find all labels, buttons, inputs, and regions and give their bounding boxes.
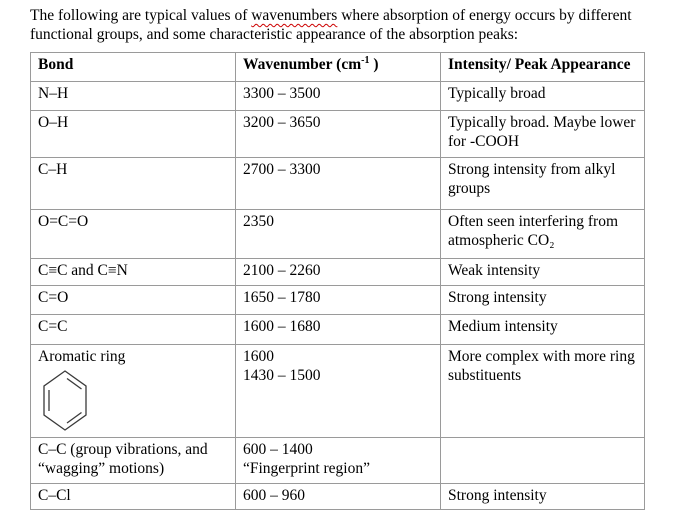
intro-text-part2: where absorption of energy occurs by dif…	[30, 7, 632, 43]
table-row: C–H 2700 – 3300 Strong intensity from al…	[30, 156, 645, 210]
wavenumber-cell: 3300 – 3500	[235, 80, 441, 111]
bond-cell: O=C=O	[30, 208, 236, 259]
intro-text-part1: The following are typical values of	[30, 7, 252, 24]
wavenumber-cell: 600 – 960	[235, 482, 441, 510]
bond-label: Aromatic ring	[38, 347, 126, 365]
misspelled-word: wavenumbers	[251, 7, 338, 24]
intensity-cell: Often seen interfering from atmospheric …	[440, 208, 645, 259]
wavenumber-header-close: )	[369, 55, 379, 73]
wavenumber-cell: 1600 – 1680	[235, 313, 441, 345]
table-row: N–H 3300 – 3500 Typically broad	[30, 80, 645, 111]
wavenumber-cell: 2100 – 2260	[235, 257, 441, 286]
bond-cell: N–H	[30, 80, 236, 111]
table-row: C=C 1600 – 1680 Medium intensity	[30, 313, 645, 345]
wavenumber-header-superscript: -1	[361, 54, 370, 66]
intensity-cell: Strong intensity	[440, 482, 645, 510]
wavenumber-cell: 3200 – 3650	[235, 109, 441, 158]
table-row: C≡C and C≡N 2100 – 2260 Weak intensity	[30, 257, 645, 286]
absorption-table: Bond Wavenumber (cm-1 ) Intensity/ Peak …	[30, 51, 645, 510]
bond-cell: C–C (group vibrations, and “wagging” mot…	[30, 436, 236, 484]
table-row: O–H 3200 – 3650 Typically broad. Maybe l…	[30, 109, 645, 158]
column-header-intensity: Intensity/ Peak Appearance	[440, 51, 645, 82]
wavenumber-cell: 1600 1430 – 1500	[235, 343, 441, 438]
bond-cell: C≡C and C≡N	[30, 257, 236, 286]
bond-cell: O–H	[30, 109, 236, 158]
wavenumber-header-text: Wavenumber (cm	[243, 55, 362, 73]
intensity-cell	[440, 436, 645, 484]
intensity-cell: Strong intensity	[440, 284, 645, 315]
table-row: C=O 1650 – 1780 Strong intensity	[30, 284, 645, 315]
bond-cell: C–Cl	[30, 482, 236, 510]
table-row: O=C=O 2350 Often seen interfering from a…	[30, 208, 645, 259]
column-header-wavenumber: Wavenumber (cm-1 )	[235, 51, 441, 82]
header-row: Bond Wavenumber (cm-1 ) Intensity/ Peak …	[30, 51, 645, 82]
table-row: Aromatic ring 1600 1430 – 1500 More comp…	[30, 343, 645, 438]
intensity-cell: Strong intensity from alkyl groups	[440, 156, 645, 210]
wavenumber-cell: 2700 – 3300	[235, 156, 441, 210]
bond-cell: C–H	[30, 156, 236, 210]
wavenumber-cell: 1650 – 1780	[235, 284, 441, 315]
column-header-bond: Bond	[30, 51, 236, 82]
intensity-cell: More complex with more ring substituents	[440, 343, 645, 438]
table-row: C–Cl 600 – 960 Strong intensity	[30, 482, 645, 510]
bond-cell: C=C	[30, 313, 236, 345]
intensity-cell: Weak intensity	[440, 257, 645, 286]
wavenumber-cell: 600 – 1400 “Fingerprint region”	[235, 436, 441, 484]
benzene-ring-icon	[43, 370, 87, 431]
intensity-cell: Typically broad. Maybe lower for -COOH	[440, 109, 645, 158]
intensity-cell: Medium intensity	[440, 313, 645, 345]
bond-cell: Aromatic ring	[30, 343, 236, 438]
intensity-cell: Typically broad	[440, 80, 645, 111]
bond-cell: C=O	[30, 284, 236, 315]
intro-paragraph: The following are typical values of wave…	[30, 7, 678, 45]
table-row: C–C (group vibrations, and “wagging” mot…	[30, 436, 645, 484]
wavenumber-cell: 2350	[235, 208, 441, 259]
